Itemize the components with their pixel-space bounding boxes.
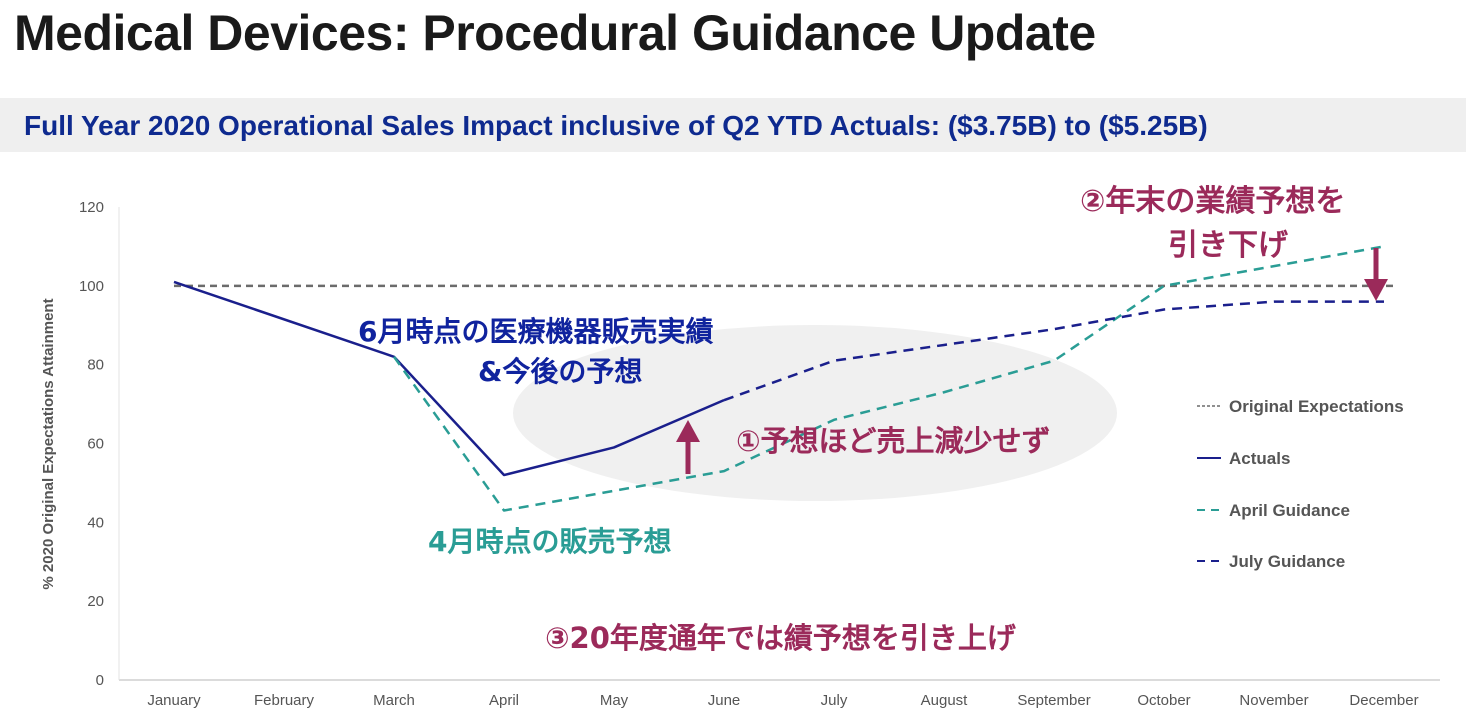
- x-tick-label: June: [708, 692, 741, 709]
- annotation-point3: ③20年度通年では績予想を引き上げ: [545, 621, 1016, 655]
- x-tick-label: January: [147, 692, 201, 709]
- legend: Original Expectations Actuals April Guid…: [1197, 397, 1404, 571]
- down-arrow-icon: [1364, 248, 1388, 301]
- y-tick-label: 80: [87, 357, 104, 374]
- legend-label-july: July Guidance: [1229, 552, 1345, 571]
- y-tick-label: 120: [79, 199, 104, 216]
- y-tick-label: 0: [96, 672, 104, 689]
- y-tick-label: 60: [87, 436, 104, 453]
- x-tick-label: October: [1137, 692, 1190, 709]
- series-july-guidance: [723, 300, 1384, 402]
- x-tick-label: March: [373, 692, 415, 709]
- annotation-april-forecast: 4月時点の販売予想: [428, 525, 672, 558]
- annotation-point2-line1: ②年末の業績予想を: [1080, 184, 1346, 219]
- y-axis-label: % 2020 Original Expectations Attainment: [40, 298, 57, 589]
- series-actuals: [173, 280, 725, 477]
- x-tick-label: April: [489, 692, 519, 709]
- x-tick-label: February: [254, 692, 315, 709]
- highlight-ellipse: [513, 325, 1117, 501]
- annotation-point1: ①予想ほど売上減少せず: [736, 424, 1051, 458]
- annotation-june-line2: &今後の予想: [478, 355, 643, 388]
- legend-label-original: Original Expectations: [1229, 397, 1404, 416]
- series-april-guidance: [392, 245, 1385, 512]
- y-tick-label: 40: [87, 514, 104, 531]
- legend-item-july: July Guidance: [1197, 552, 1345, 571]
- x-tick-label: July: [821, 692, 848, 709]
- x-tick-label: December: [1349, 692, 1418, 709]
- x-tick-label: August: [921, 692, 969, 709]
- legend-item-april: April Guidance: [1197, 501, 1350, 520]
- x-tick-label: May: [600, 692, 629, 709]
- x-tick-label: November: [1239, 692, 1308, 709]
- annotation-point2-line2: 引き下げ: [1168, 228, 1288, 263]
- y-tick-label: 20: [87, 593, 104, 610]
- x-tick-label: September: [1017, 692, 1090, 709]
- annotation-june-line1: 6月時点の医療機器販売実績: [358, 315, 714, 348]
- subtitle: Full Year 2020 Operational Sales Impact …: [24, 110, 1208, 141]
- legend-item-original: Original Expectations: [1197, 397, 1404, 416]
- up-arrow-icon: [676, 420, 700, 474]
- subtitle-bar: Full Year 2020 Operational Sales Impact …: [0, 98, 1466, 152]
- legend-label-actuals: Actuals: [1229, 449, 1290, 468]
- page-title: Medical Devices: Procedural Guidance Upd…: [14, 5, 1096, 61]
- y-tick-label: 100: [79, 278, 104, 295]
- legend-item-actuals: Actuals: [1197, 449, 1290, 468]
- legend-label-april: April Guidance: [1229, 501, 1350, 520]
